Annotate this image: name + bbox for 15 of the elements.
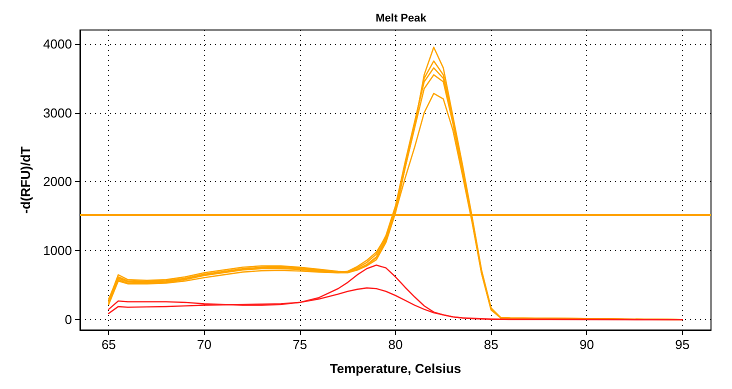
x-tick-label: 90 [579, 337, 594, 352]
y-tick-label: 4000 [43, 36, 72, 52]
y-axis-title: -d(RFU)/dT [18, 146, 33, 214]
chart-title: Melt Peak [376, 12, 428, 24]
y-tick-label: 1000 [43, 243, 72, 258]
x-axis-title: Temperature, Celsius [330, 361, 462, 376]
x-tick-label: 85 [484, 337, 498, 352]
x-tick-label: 75 [292, 337, 308, 352]
y-tick-label: 0 [64, 312, 72, 328]
x-tick-label: 65 [101, 337, 116, 352]
x-tick-label: 80 [388, 337, 403, 352]
y-tick-label: 3000 [43, 105, 72, 120]
y-tick-label: 2000 [43, 174, 72, 190]
x-tick-label: 95 [675, 337, 690, 352]
x-tick-label: 70 [197, 337, 212, 352]
